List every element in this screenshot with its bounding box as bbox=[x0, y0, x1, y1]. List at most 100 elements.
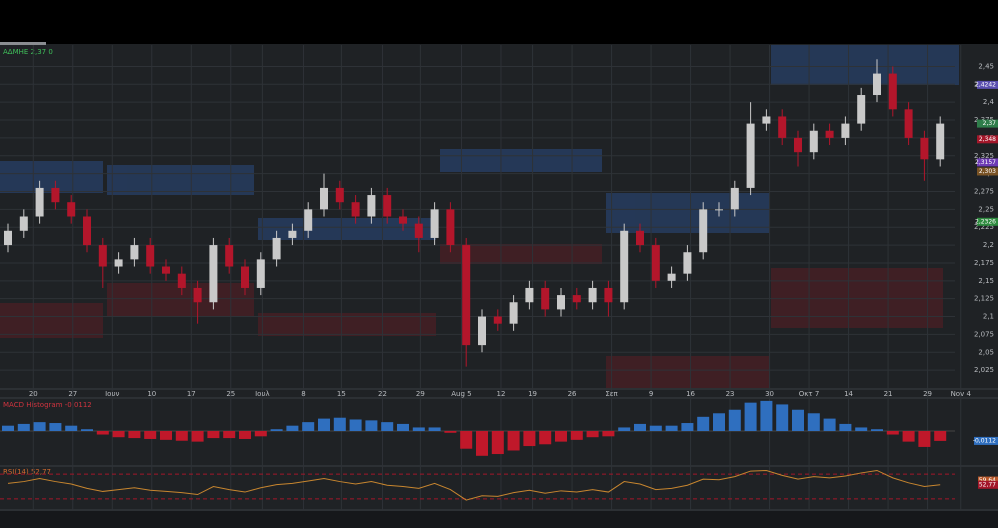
candle-body bbox=[209, 245, 218, 303]
x-tick-label: 9 bbox=[649, 390, 653, 398]
rsi-label: 52,77 bbox=[979, 481, 996, 488]
macd-bar bbox=[618, 427, 631, 431]
candle-body bbox=[19, 216, 28, 231]
macd-bar bbox=[207, 431, 220, 439]
macd-last-box bbox=[974, 436, 998, 445]
macd-last-label: -0,0112 bbox=[973, 437, 996, 444]
rsi-label: 59,64 bbox=[979, 477, 996, 484]
y-tick-label: 2,025 bbox=[974, 366, 994, 374]
candle-body bbox=[572, 295, 581, 303]
macd-bar bbox=[760, 400, 773, 431]
x-tick-label: 27 bbox=[68, 390, 77, 398]
macd-bar bbox=[128, 431, 141, 439]
candle-body bbox=[809, 130, 818, 153]
macd-bar bbox=[239, 431, 251, 439]
price-label: 2,4242 bbox=[975, 81, 996, 88]
candle-body bbox=[130, 245, 139, 260]
x-tick-label: 8 bbox=[301, 390, 305, 398]
macd-bar bbox=[649, 425, 662, 431]
zones bbox=[0, 45, 959, 388]
macd-bar bbox=[286, 425, 299, 431]
macd-bar bbox=[886, 431, 899, 435]
candle-body bbox=[936, 123, 945, 160]
price-label-box bbox=[977, 167, 998, 176]
macd-bar bbox=[839, 423, 852, 431]
macd-bar bbox=[792, 409, 804, 431]
toolbar bbox=[0, 511, 998, 528]
macd-bar bbox=[318, 418, 330, 431]
price-label: 2,348 bbox=[979, 136, 996, 143]
candle-body bbox=[636, 230, 644, 246]
y-tick-label: 2,225 bbox=[974, 223, 994, 231]
macd-bar bbox=[713, 413, 725, 431]
candle-body bbox=[4, 230, 12, 246]
price-label: 2,37 bbox=[983, 120, 997, 127]
macd-bar bbox=[681, 423, 694, 431]
candle-body bbox=[841, 123, 850, 138]
candle-body bbox=[272, 237, 281, 260]
y-tick-label: 2,15 bbox=[978, 277, 994, 285]
candle-body bbox=[620, 230, 629, 303]
candle-body bbox=[446, 209, 455, 246]
macd-bar bbox=[918, 431, 931, 447]
macd-bar bbox=[697, 416, 710, 431]
macd-bar bbox=[302, 422, 315, 431]
macd-bar bbox=[49, 423, 62, 431]
macd-bar bbox=[381, 422, 394, 431]
macd-bar bbox=[160, 431, 172, 440]
x-tick-label: 22 bbox=[378, 390, 387, 398]
candle-body bbox=[762, 116, 771, 124]
candle-body bbox=[177, 273, 186, 288]
candle-body bbox=[146, 245, 155, 267]
macd-bar bbox=[81, 429, 93, 431]
x-tick-label: Aug 5 bbox=[451, 390, 471, 398]
y-tick-label: 2,05 bbox=[978, 348, 994, 356]
top-bar bbox=[0, 0, 998, 44]
macd-bar bbox=[871, 429, 883, 431]
candle-body bbox=[320, 187, 328, 210]
candle-body bbox=[730, 187, 739, 210]
macd-bar bbox=[523, 431, 536, 447]
candle-body bbox=[683, 252, 692, 274]
macd-bar bbox=[428, 427, 441, 431]
candle-body bbox=[430, 209, 439, 238]
macd-bar bbox=[333, 417, 346, 431]
macd-bar bbox=[223, 431, 236, 439]
candle-body bbox=[888, 73, 897, 110]
macd-bar bbox=[539, 431, 552, 445]
y-tick-label: 2,45 bbox=[978, 62, 994, 70]
x-tick-label: 12 bbox=[496, 390, 505, 398]
y-tick-label: 2,2 bbox=[983, 241, 994, 249]
candle-body bbox=[794, 137, 802, 153]
candle-body bbox=[699, 209, 708, 253]
macd-bar bbox=[175, 431, 188, 441]
x-tick-label: 21 bbox=[884, 390, 893, 398]
candle-body bbox=[667, 273, 676, 281]
macd-bar bbox=[776, 404, 789, 431]
y-tick-label: 2,075 bbox=[974, 330, 994, 338]
candle-body bbox=[67, 202, 76, 217]
macd-bar bbox=[634, 423, 646, 431]
macd-bar bbox=[570, 431, 583, 440]
candle-body bbox=[414, 223, 423, 238]
candle-body bbox=[557, 295, 565, 310]
candle-body bbox=[904, 109, 913, 138]
x-tick-label: Οκτ 7 bbox=[799, 390, 820, 398]
price-label-box bbox=[977, 135, 998, 144]
x-tick-label: 29 bbox=[416, 390, 425, 398]
rsi-line bbox=[7, 469, 941, 501]
candle-body bbox=[35, 187, 44, 217]
macd-bar bbox=[744, 402, 757, 431]
rsi-label-box bbox=[978, 476, 998, 485]
macd-bar bbox=[476, 431, 488, 456]
macd-bar bbox=[555, 431, 567, 442]
macd-bar bbox=[586, 431, 599, 438]
macd-title: MACD Histogram -0,0112 bbox=[3, 401, 92, 409]
candle-body bbox=[873, 73, 881, 96]
y-tick-label: 2,325 bbox=[974, 152, 994, 160]
candle-body bbox=[288, 230, 297, 238]
candle-body bbox=[493, 316, 502, 324]
macd-bar bbox=[460, 431, 473, 449]
x-tick-label: 16 bbox=[686, 390, 695, 398]
